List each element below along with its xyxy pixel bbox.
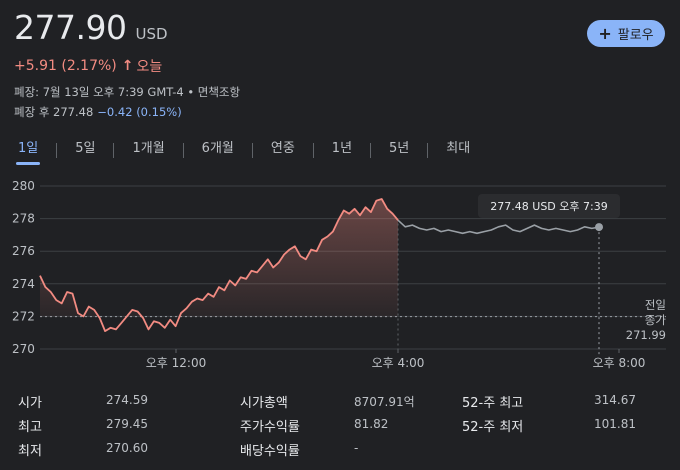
price-change: +5.91 (2.17%) ↑ 오늘 (14, 56, 162, 76)
follow-button[interactable]: + 팔로우 (587, 20, 665, 47)
tab-range-6[interactable]: 5년 (389, 141, 410, 156)
tab-range-4[interactable]: 연중 (270, 141, 295, 156)
quote-header: 277.90 USD (14, 8, 168, 47)
tab-range-2[interactable]: 1개월 (132, 141, 165, 156)
y-tick-label: 276 (12, 244, 35, 258)
change-period: 오늘 (136, 59, 163, 75)
stat-value: 8707.91억 (354, 395, 415, 409)
after-hours-change: −0.42 (0.15%) (97, 105, 182, 119)
stat-value: 314.67 (594, 393, 636, 407)
change-value: +5.91 (2.17%) (14, 58, 117, 74)
after-hours-price: 폐장 후 277.48 (14, 105, 94, 119)
stat-value: - (354, 441, 359, 455)
stat-label: 시가 (18, 396, 42, 411)
tab-range-0[interactable]: 1일 (10, 139, 46, 165)
current-price: 277.90 (14, 8, 127, 47)
tab-separator (113, 142, 115, 158)
y-tick-label: 274 (12, 277, 35, 291)
close-info: 폐장: 7월 13일 오후 7:39 GMT-4 • 면책조항 (14, 85, 241, 99)
x-tick-label: 오후 8:00 (593, 356, 646, 370)
stat-label: 최저 (18, 444, 42, 459)
tab-separator (251, 142, 253, 158)
tab-range-5[interactable]: 1년 (331, 141, 353, 156)
prev-close-line1: 전일 (644, 298, 666, 312)
range-tabs: 1일 5일 1개월 6개월 연중 1년 5년 최대 (10, 138, 478, 165)
y-tick-label: 278 (12, 212, 35, 226)
stat-value: 279.45 (106, 417, 148, 431)
regular-session-line (39, 198, 399, 332)
stat-value: 274.59 (106, 393, 148, 407)
y-tick-label: 270 (12, 342, 35, 356)
follow-label: 팔로우 (617, 28, 654, 43)
stat-label: 52-주 최고 (462, 396, 524, 411)
stat-label: 최고 (18, 420, 42, 435)
tab-separator (56, 142, 58, 158)
after-hours-info: 폐장 후 277.48 −0.42 (0.15%) (14, 104, 182, 120)
tab-separator (312, 142, 314, 158)
prev-close-value: 271.99 (625, 328, 666, 342)
stat-label: 52-주 최저 (462, 420, 524, 435)
stat-label: 주가수익률 (240, 420, 300, 435)
tab-separator (182, 142, 184, 158)
stat-label: 배당수익률 (240, 444, 300, 459)
price-chart: 280 278 276 274 272 270 오후 12:00 오후 4:00 오후 8:00 (12, 179, 666, 370)
x-tick-label: 오후 12:00 (146, 356, 206, 370)
tab-separator (427, 142, 429, 158)
arrow-up-icon: ↑ (121, 58, 134, 74)
tab-range-7[interactable]: 최대 (446, 141, 471, 156)
plus-icon: + (598, 24, 612, 43)
stat-value: 101.81 (594, 417, 636, 431)
y-tick-label: 280 (12, 179, 35, 193)
x-tick-label: 오후 4:00 (372, 356, 425, 370)
after-hours-line (397, 219, 600, 235)
tab-separator (370, 142, 372, 158)
stat-value: 81.82 (354, 417, 389, 431)
tab-range-3[interactable]: 6개월 (201, 141, 234, 156)
previous-close-label: 전일 종가 271.99 (614, 298, 666, 343)
y-tick-label: 272 (12, 309, 35, 323)
tab-range-1[interactable]: 5일 (75, 141, 96, 156)
price-tooltip: 277.48 USD 오후 7:39 (478, 194, 620, 218)
stat-value: 270.60 (106, 441, 148, 455)
stat-label: 시가총액 (240, 396, 288, 411)
cursor-point (595, 223, 603, 232)
price-area-fill (40, 199, 398, 317)
currency-label: USD (135, 25, 168, 43)
prev-close-line2: 종가 (644, 313, 666, 327)
